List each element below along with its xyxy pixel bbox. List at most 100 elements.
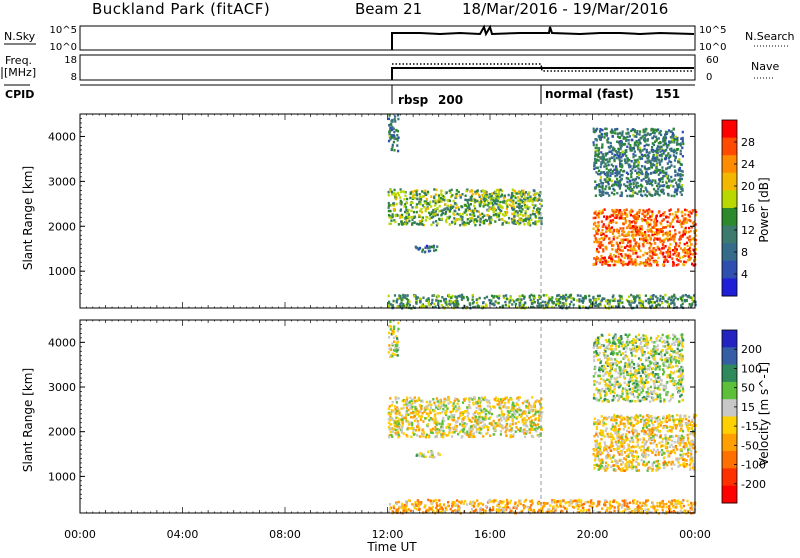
power-cell: [646, 149, 648, 152]
power-cell: [667, 177, 669, 180]
power-cell: [680, 150, 682, 153]
cpid-label: CPID: [5, 88, 34, 101]
power-cell: [604, 188, 606, 191]
power-cell: [462, 213, 464, 216]
velocity-cell: [395, 429, 397, 432]
power-cell: [636, 165, 638, 168]
power-cell: [602, 186, 604, 189]
power-cell: [527, 197, 529, 200]
power-cell: [431, 295, 433, 298]
power-cell: [623, 235, 625, 238]
velocity-cell: [469, 401, 471, 404]
power-cell: [448, 294, 450, 297]
power-cell: [388, 295, 390, 298]
velocity-cell: [466, 410, 468, 413]
power-cell: [456, 218, 458, 221]
velocity-cell: [524, 413, 526, 416]
power-cell: [609, 215, 611, 218]
power-cell: [598, 251, 600, 254]
power-cell: [644, 165, 646, 168]
velocity-cell: [523, 428, 525, 431]
velocity-cell: [687, 452, 689, 455]
power-cell: [616, 171, 618, 174]
power-cell: [658, 137, 660, 140]
power-cell: [626, 227, 628, 230]
velocity-cell: [468, 428, 470, 431]
power-cell: [535, 193, 537, 196]
velocity-cell: [466, 433, 468, 436]
velocity-cell: [654, 417, 656, 420]
power-cell: [613, 238, 615, 241]
power-cell: [537, 302, 539, 305]
power-cell: [460, 215, 462, 218]
power-cell: [632, 234, 634, 237]
velocity-cell: [414, 408, 416, 411]
power-cell: [435, 189, 437, 192]
power-cell: [634, 238, 636, 241]
power-cell: [600, 176, 602, 179]
velocity-cell: [448, 397, 450, 400]
search-label: N.Search: [745, 30, 795, 43]
velocity-cell: [496, 415, 498, 418]
velocity-cell: [631, 416, 633, 419]
power-cell: [653, 261, 655, 264]
power-cell: [402, 305, 404, 308]
power-cell: [682, 251, 684, 254]
power-cell: [598, 241, 600, 244]
power-cell: [600, 182, 602, 185]
velocity-cell: [671, 468, 673, 471]
velocity-cell: [397, 328, 399, 331]
velocity-cell: [405, 414, 407, 417]
sky-panel: N.Sky 10^5 10^0 10^5 10^0 N.Search: [4, 25, 795, 53]
power-cell: [472, 294, 474, 297]
power-cell: [621, 195, 623, 198]
power-cell: [669, 225, 671, 228]
power-cell: [667, 254, 669, 257]
velocity-cell: [437, 404, 439, 407]
velocity-cell: [403, 432, 405, 435]
velocity-cell: [458, 409, 460, 412]
power-cell: [658, 211, 660, 214]
power-cell: [687, 219, 689, 222]
power-cell: [399, 295, 401, 298]
power-cell: [501, 218, 503, 221]
power-cell: [646, 144, 648, 147]
velocity-cell: [399, 414, 401, 417]
velocity-cell: [448, 402, 450, 405]
velocity-cell: [526, 415, 528, 418]
power-cell: [660, 295, 662, 298]
power-cell: [545, 294, 547, 297]
power-cell: [495, 191, 497, 194]
power-cell: [508, 222, 510, 225]
power-cell: [623, 223, 625, 226]
velocity-cell: [476, 431, 478, 434]
power-cell: [584, 296, 586, 299]
power-cell: [644, 194, 646, 197]
power-cell: [393, 208, 395, 211]
power-cell: [594, 180, 596, 183]
power-cell: [627, 256, 629, 259]
velocity-cell: [451, 431, 453, 434]
power-cell: [533, 189, 535, 192]
power-cell: [458, 191, 460, 194]
power-cell: [488, 299, 490, 302]
power-cell: [452, 205, 454, 208]
power-cell: [619, 249, 621, 252]
sky-tick-bottom-left: 10^0: [50, 42, 77, 53]
power-cell: [512, 189, 514, 192]
velocity-cell: [434, 415, 436, 418]
power-cell: [434, 213, 436, 216]
power-cell: [674, 217, 676, 220]
velocity-cell: [642, 427, 644, 430]
power-cell: [552, 302, 554, 305]
velocity-cell: [520, 416, 522, 419]
power-cell: [393, 131, 395, 134]
power-cell: [443, 299, 445, 302]
power-cell: [598, 173, 600, 176]
velocity-cell: [394, 408, 396, 411]
power-cell: [641, 154, 643, 157]
velocity-cell: [512, 423, 514, 426]
power-cell: [594, 151, 596, 154]
power-cell: [395, 203, 397, 206]
power-cell: [391, 148, 393, 151]
